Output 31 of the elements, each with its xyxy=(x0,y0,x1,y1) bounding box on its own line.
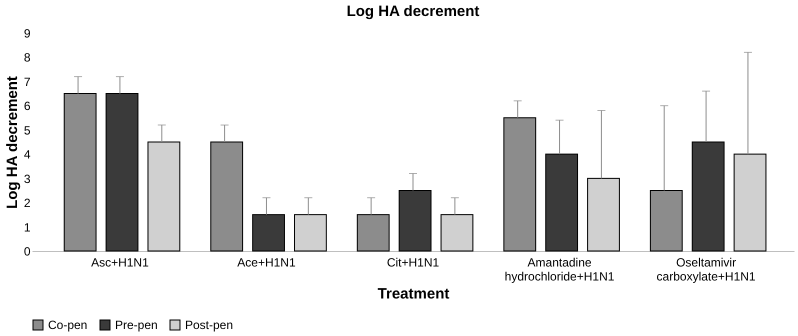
x-tick-label: Ace+H1N1 xyxy=(237,256,296,270)
legend-label: Post-pen xyxy=(185,318,234,332)
y-tick-label: 3 xyxy=(24,172,31,186)
bar xyxy=(545,154,578,252)
y-tick-label: 4 xyxy=(24,148,31,162)
y-tick-label: 7 xyxy=(24,74,31,89)
bar xyxy=(587,178,620,252)
bar xyxy=(147,142,180,252)
x-tick-label: Amantadine hydrochloride+H1N1 xyxy=(504,256,615,284)
x-tick-label: Oseltamivir carboxylate+H1N1 xyxy=(656,256,756,284)
x-axis-title: Treatment xyxy=(378,286,450,302)
bar xyxy=(440,214,474,252)
y-tick-label: 1 xyxy=(24,220,31,234)
y-tick-label: 5 xyxy=(24,123,31,138)
y-tick-label: 0 xyxy=(24,244,31,258)
x-tick-label: Asc+H1N1 xyxy=(91,256,150,270)
legend-label: Co-pen xyxy=(48,318,88,332)
chart-title: Log HA decrement xyxy=(346,3,480,20)
bar xyxy=(294,214,327,252)
legend-label: Pre-pen xyxy=(115,318,158,332)
y-axis-title: Log HA decrement xyxy=(4,76,21,209)
y-tick-label: 9 xyxy=(24,26,31,40)
bar xyxy=(106,93,138,252)
y-tick-label: 6 xyxy=(24,99,31,114)
bar xyxy=(734,154,766,252)
bar xyxy=(398,190,432,252)
y-tick-label: 8 xyxy=(24,50,31,65)
bar xyxy=(692,142,725,252)
y-tick-label: 2 xyxy=(24,196,31,210)
x-tick-label: Cit+H1N1 xyxy=(386,256,440,270)
bar xyxy=(252,214,285,252)
